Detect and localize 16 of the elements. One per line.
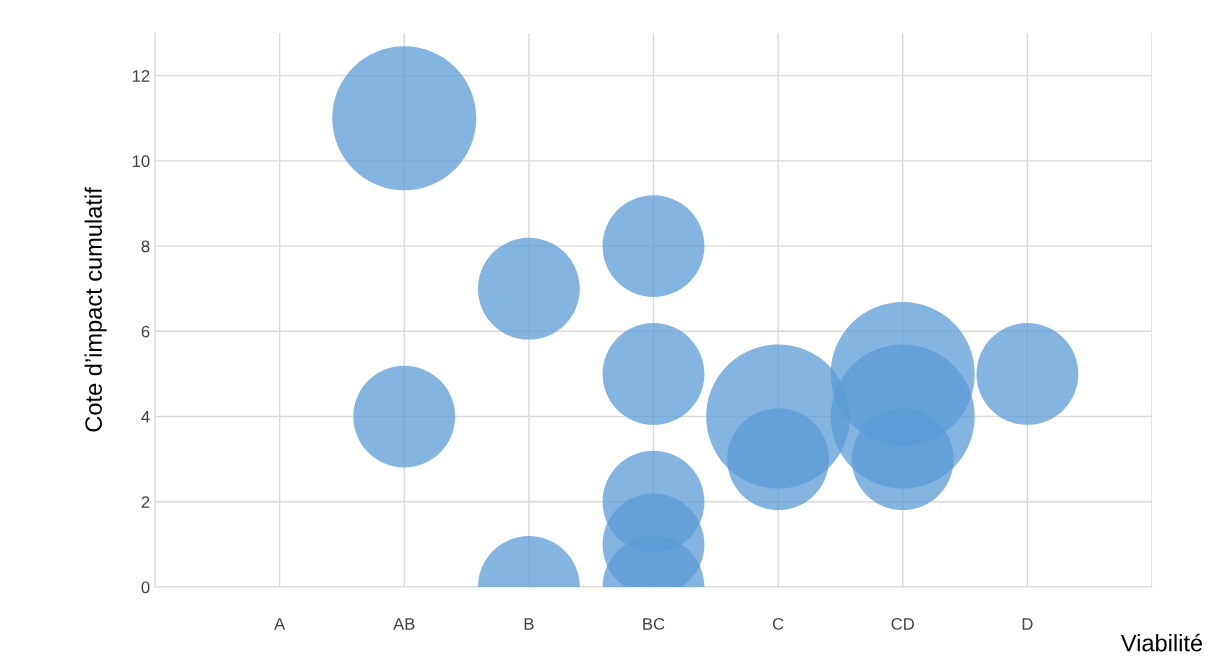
x-axis-title: Viabilité <box>1120 633 1203 652</box>
y-tick-label: 8 <box>141 240 150 253</box>
x-tick-label: B <box>524 618 534 630</box>
y-tick-label: 0 <box>141 581 150 594</box>
y-tick-label: 10 <box>132 155 150 168</box>
y-tick-label: 4 <box>141 411 150 423</box>
y-tick-label: 2 <box>141 496 150 508</box>
x-tick-label: BC <box>643 618 665 630</box>
y-tick-label: 6 <box>141 325 150 338</box>
x-tick-label: D <box>1022 618 1033 630</box>
y-tick-label: 12 <box>132 70 150 82</box>
y-axis-title: Cote d’impact cumulatif <box>84 187 107 432</box>
x-tick-label: CD <box>891 618 914 630</box>
x-tick-label: C <box>772 618 784 630</box>
x-tick-label: AB <box>393 618 415 630</box>
x-tick-label: A <box>274 618 286 630</box>
